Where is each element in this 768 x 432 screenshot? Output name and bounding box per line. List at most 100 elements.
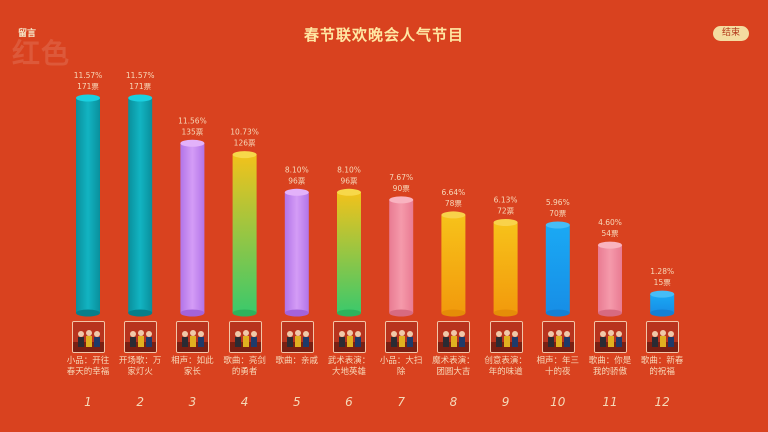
program-thumbnail-5 — [280, 321, 314, 353]
bar-cap-4 — [232, 151, 257, 159]
program-thumbnail-11 — [594, 321, 627, 353]
bar-base-7 — [389, 309, 414, 317]
program-thumbnail-2 — [124, 321, 158, 353]
program-thumbnail-7 — [385, 321, 419, 353]
bar-cap-9 — [493, 218, 518, 226]
program-name-4: 歌曲：亮剑的勇者 — [223, 356, 266, 377]
bar-cap-2 — [128, 94, 153, 102]
rank-number-7: 7 — [397, 395, 405, 409]
value-label-7: 90票 — [393, 184, 411, 193]
percent-label-2: 11.57% — [126, 71, 155, 80]
bar-cap-8 — [441, 211, 466, 219]
percent-label-4: 10.73% — [230, 128, 259, 137]
brand-logo: 红色 留言 — [12, 26, 72, 71]
program-name-12: 歌曲：新春的祝福 — [640, 356, 684, 377]
program-thumbnail-9 — [489, 321, 523, 353]
bar-6 — [337, 192, 361, 313]
bar-base-4 — [232, 309, 257, 317]
bar-base-1 — [76, 309, 100, 317]
value-label-3: 135票 — [181, 127, 203, 136]
percent-label-9: 6.13% — [494, 195, 518, 204]
bar-base-5 — [284, 309, 309, 317]
rank-number-10: 10 — [550, 395, 566, 409]
program-thumbnail-4 — [228, 321, 262, 353]
percent-label-6: 8.10% — [337, 165, 361, 174]
program-name-5: 歌曲：亲戚 — [275, 356, 319, 366]
bar-base-10 — [545, 309, 570, 317]
bar-cap-10 — [545, 221, 570, 229]
percent-label-10: 5.96% — [546, 198, 570, 207]
bar-base-8 — [441, 309, 466, 317]
brand-watermark: 红色 — [12, 37, 71, 70]
percent-label-5: 8.10% — [285, 165, 309, 174]
program-thumbnail-10 — [541, 321, 575, 353]
bar-9 — [493, 222, 518, 313]
rank-number-5: 5 — [292, 395, 301, 409]
program-name-1: 小品：开往春天的幸福 — [66, 356, 110, 377]
bar-cap-5 — [284, 188, 309, 196]
percent-label-12: 1.28% — [650, 267, 674, 276]
value-label-1: 171票 — [77, 82, 99, 91]
bar-8 — [441, 214, 466, 313]
rank-number-9: 9 — [501, 395, 510, 409]
program-thumbnail-8 — [437, 321, 471, 353]
bar-10 — [545, 224, 570, 313]
program-name-6: 武术表演：大地英雄 — [327, 356, 371, 377]
rank-number-1: 1 — [84, 395, 92, 409]
value-label-5: 96票 — [288, 176, 306, 185]
value-label-2: 171票 — [129, 82, 151, 91]
percent-label-11: 4.60% — [598, 218, 622, 227]
rank-number-6: 6 — [345, 395, 353, 409]
bar-base-3 — [180, 309, 205, 317]
percent-label-8: 6.64% — [441, 188, 465, 197]
percent-label-3: 11.56% — [178, 116, 207, 125]
bar-base-2 — [128, 309, 153, 317]
rank-number-11: 11 — [602, 395, 618, 409]
value-label-4: 126票 — [234, 139, 256, 148]
program-name-7: 小品：大扫除 — [379, 356, 423, 377]
rank-number-2: 2 — [136, 395, 144, 409]
value-label-10: 70票 — [549, 209, 567, 218]
rank-number-12: 12 — [654, 395, 670, 409]
bar-2 — [128, 98, 153, 313]
program-name-9: 创意表演：年的味道 — [484, 356, 527, 377]
bar-7 — [389, 199, 414, 313]
program-thumbnail-6 — [333, 321, 366, 353]
page-title: 春节联欢晚会人气节目 — [303, 26, 464, 44]
bar-base-9 — [493, 309, 518, 317]
bar-5 — [284, 192, 309, 313]
end-button[interactable]: 结束 — [713, 26, 749, 41]
value-label-12: 15票 — [654, 278, 672, 287]
program-thumbnail-3 — [176, 321, 210, 353]
bar-cap-7 — [389, 196, 414, 204]
bar-cap-3 — [180, 139, 205, 147]
bar-11 — [598, 245, 622, 313]
value-label-9: 72票 — [497, 206, 515, 215]
bar-cap-6 — [337, 188, 361, 196]
brand-badge: 留言 — [18, 29, 37, 39]
program-name-8: 魔术表演：团圆大吉 — [432, 356, 475, 377]
bar-cap-11 — [598, 241, 622, 249]
program-name-11: 歌曲：你是我的骄傲 — [588, 356, 632, 377]
program-name-2: 开场歌：万家灯火 — [118, 356, 162, 377]
rank-number-4: 4 — [240, 395, 249, 409]
program-name-10: 相声：年三十的夜 — [536, 356, 580, 377]
bar-4 — [232, 154, 257, 313]
program-thumbnail-12 — [646, 321, 680, 353]
value-label-11: 54票 — [601, 229, 619, 238]
bar-3 — [180, 143, 205, 313]
bar-base-6 — [337, 309, 361, 317]
rank-number-8: 8 — [449, 395, 458, 409]
rank-number-3: 3 — [188, 395, 197, 409]
value-label-8: 78票 — [445, 199, 463, 208]
bar-1 — [76, 98, 100, 313]
percent-label-7: 7.67% — [389, 173, 413, 182]
value-label-6: 96票 — [340, 176, 358, 185]
bar-base-12 — [650, 309, 675, 317]
bar-cap-1 — [76, 94, 100, 102]
bar-base-11 — [598, 309, 622, 317]
program-thumbnail-1 — [72, 321, 105, 353]
bar-12 — [650, 294, 675, 313]
percent-label-1: 11.57% — [74, 71, 103, 80]
